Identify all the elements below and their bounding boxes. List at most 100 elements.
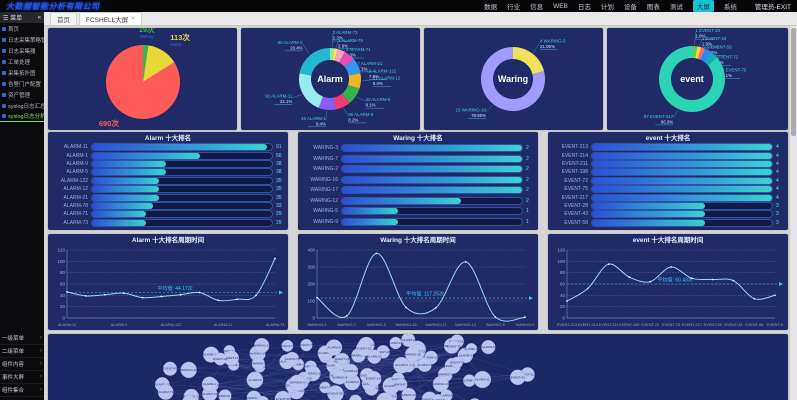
bar-track[interactable] (91, 193, 273, 202)
data-point[interactable] (160, 295, 163, 298)
bar-track[interactable] (341, 186, 523, 195)
graph-node[interactable] (481, 340, 496, 355)
bar-track[interactable] (91, 210, 273, 219)
graph-node[interactable] (201, 376, 218, 392)
bar-track[interactable] (341, 217, 523, 226)
graph-node[interactable] (356, 340, 372, 357)
sidebar-item-日志采集策略管理[interactable]: 日志采集策略管理 (0, 34, 44, 45)
data-point[interactable] (179, 293, 182, 296)
graph-node[interactable] (404, 346, 421, 362)
graph-node[interactable] (336, 353, 350, 366)
data-point[interactable] (198, 291, 201, 294)
sidebar-group-二级菜单[interactable]: 二级菜单 › (0, 345, 44, 358)
graph-node[interactable] (300, 338, 313, 352)
graph-node[interactable] (218, 389, 232, 400)
sidebar-menu-header[interactable]: ☰ 菜单 « (0, 12, 44, 23)
graph-node[interactable] (417, 357, 432, 372)
nav-item-系统[interactable]: 系统 (723, 4, 737, 11)
donut-slice-EVENT-217[interactable] (659, 46, 725, 112)
graph-node[interactable] (332, 370, 347, 385)
bar-track[interactable] (91, 201, 273, 210)
graph-node[interactable] (366, 371, 382, 387)
data-point[interactable] (649, 280, 652, 283)
graph-node[interactable] (376, 392, 394, 400)
data-point[interactable] (255, 294, 257, 297)
graph-node[interactable] (255, 395, 269, 400)
graph-node[interactable] (349, 394, 362, 400)
donut-slice-ALARM-1[interactable] (318, 96, 336, 111)
graph-node[interactable] (389, 336, 402, 350)
donut-slice-EVENT-28[interactable] (692, 46, 698, 59)
bar-track[interactable] (341, 165, 523, 174)
donut-slice-WARING-16[interactable] (481, 47, 545, 111)
data-point[interactable] (405, 306, 407, 309)
nav-item-测试[interactable]: 测试 (669, 4, 683, 11)
sidebar-group-组件集合[interactable]: 组件集合 › (0, 384, 44, 397)
pie-slice-event[interactable] (143, 45, 175, 82)
nav-item-图表[interactable]: 图表 (646, 4, 660, 11)
donut-slice-ALARM-78[interactable] (332, 48, 338, 61)
donut-slice-ALARM-5[interactable] (342, 84, 360, 103)
bar-track[interactable] (591, 210, 773, 219)
bar-track[interactable] (591, 168, 773, 177)
bar-track[interactable] (591, 176, 773, 185)
graph-node[interactable] (162, 361, 178, 376)
scrollbar-thumb[interactable] (791, 28, 796, 136)
data-point[interactable] (566, 300, 568, 302)
graph-node[interactable] (473, 370, 492, 389)
tab-首页[interactable]: 首页 (50, 12, 77, 25)
graph-node[interactable] (254, 337, 270, 354)
sidebar-item-资产管理[interactable]: 资产管理 (0, 89, 44, 100)
data-point[interactable] (274, 257, 276, 260)
bar-track[interactable] (341, 154, 523, 163)
graph-node[interactable] (448, 340, 460, 353)
sidebar-item-syslog日志汇总[interactable]: syslog日志汇总 (0, 100, 44, 111)
donut-slice-ALARM-2[interactable] (299, 48, 330, 76)
donut-slice-ALARM-9[interactable] (333, 93, 350, 110)
graph-node[interactable] (274, 390, 291, 400)
bar-track[interactable] (91, 218, 273, 227)
bar-track[interactable] (91, 176, 273, 185)
bar-track[interactable] (591, 201, 773, 210)
graph-node[interactable] (281, 339, 294, 352)
data-point[interactable] (236, 298, 239, 301)
graph-node[interactable] (367, 349, 382, 364)
graph-node[interactable] (509, 369, 526, 386)
data-point[interactable] (103, 293, 106, 296)
page-scrollbar[interactable] (789, 26, 797, 400)
close-icon[interactable]: × (131, 16, 135, 22)
sidebar-group-一级菜单[interactable]: 一级菜单 › (0, 332, 44, 345)
data-point[interactable] (122, 292, 125, 294)
graph-node[interactable] (393, 356, 410, 374)
donut-slice-EVENT-58[interactable] (697, 47, 706, 60)
nav-item-计划[interactable]: 计划 (600, 4, 614, 11)
bar-track[interactable] (91, 159, 273, 168)
sidebar-item-告警门户配置[interactable]: 告警门户配置 (0, 78, 44, 89)
nav-item-大屏[interactable]: 大屏 (692, 0, 714, 12)
donut-slice-ALARM-73[interactable] (330, 48, 334, 61)
data-point[interactable] (586, 287, 589, 290)
nav-item-设备[interactable]: 设备 (623, 4, 637, 11)
data-point[interactable] (345, 315, 348, 317)
graph-node[interactable] (401, 387, 417, 400)
donut-slice-ALARM-12[interactable] (348, 73, 361, 89)
pie-slice-Waring[interactable] (143, 45, 149, 82)
tab-FCSHELL大屏[interactable]: FCSHELL大屏 × (79, 12, 142, 25)
data-point[interactable] (774, 294, 776, 297)
data-point[interactable] (85, 295, 87, 297)
donut-slice-ALARM-11[interactable] (299, 73, 324, 108)
donut-slice-ALARM-21[interactable] (339, 51, 354, 67)
graph-node[interactable] (432, 375, 449, 393)
bar-track[interactable] (591, 143, 773, 152)
bar-track[interactable] (591, 185, 773, 194)
nav-item-数据[interactable]: 数据 (484, 4, 498, 11)
donut-slice-ALARM-122[interactable] (344, 59, 361, 76)
user-menu[interactable]: 管理员-EXIT (754, 4, 791, 11)
bar-track[interactable] (591, 151, 773, 160)
bar-track[interactable] (341, 175, 523, 184)
donut-slice-EVENT-75[interactable] (703, 51, 718, 66)
data-point[interactable] (435, 306, 437, 309)
sidebar-item-syslog日志分析[interactable]: syslog日志分析 (0, 111, 44, 122)
nav-item-日志[interactable]: 日志 (577, 4, 591, 11)
graph-node[interactable] (394, 378, 408, 391)
